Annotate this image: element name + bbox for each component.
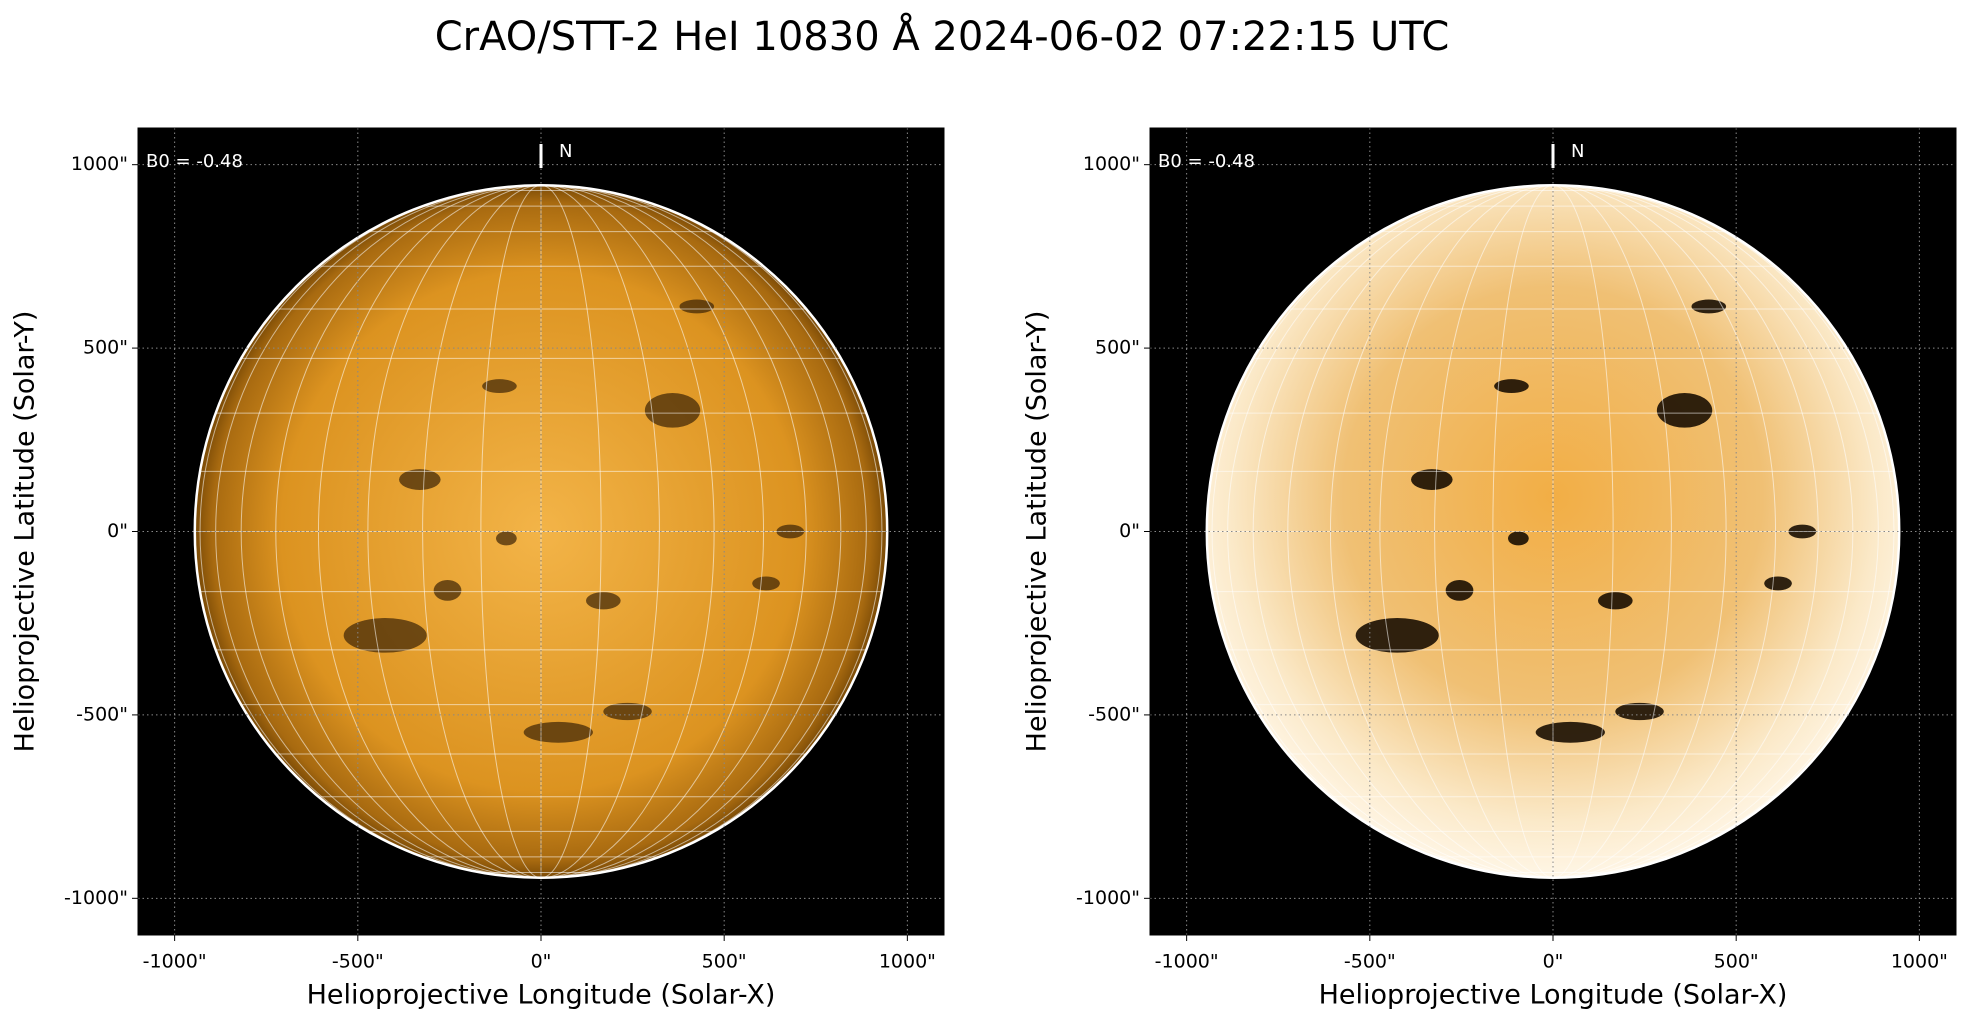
filament [1615,702,1664,721]
y-tick-label: 1000" [1083,153,1140,175]
filament [523,721,593,743]
longitude-line [1552,185,1614,878]
longitude-line [540,185,764,878]
y-tick-label: -1000" [1076,887,1140,909]
filament [1355,618,1439,653]
y-tick-label: 0" [107,520,128,542]
filament [644,393,701,428]
limb [193,184,889,879]
filament [1598,592,1633,610]
annotation: B0 = -0.48 [146,151,243,172]
longitude-line [540,185,602,878]
longitude-line [540,185,867,878]
north-label: N [1571,141,1584,162]
filament [1445,579,1474,601]
y-tick-label: -500" [1088,703,1140,725]
filament [603,702,652,721]
y-tick-label: -1000" [64,887,128,909]
x-tick-label: 0" [1543,951,1564,973]
y-tick-label: 500" [83,337,128,359]
x-tick-label: -500" [332,951,384,973]
longitude-line [540,185,660,878]
x-axis-label: Helioprojective Longitude (Solar-X) [1319,980,1788,1011]
x-tick-label: -1000" [143,951,207,973]
longitude-line [1552,185,1776,878]
figure-title: CrAO/STT-2 HeI 10830 Å 2024-06-02 07:22:… [435,12,1450,60]
north-label: N [559,141,572,162]
filament [1656,393,1713,428]
x-tick-label: 0" [531,951,552,973]
x-tick-label: 500" [1714,951,1759,973]
y-tick-label: 500" [1095,337,1140,359]
filament [1691,299,1727,314]
longitude-line [1552,185,1672,878]
y-tick-label: 0" [1119,520,1140,542]
longitude-line [1552,185,1819,878]
filament [1507,531,1529,546]
x-axis-label: Helioprojective Longitude (Solar-X) [307,980,776,1011]
limb [1205,184,1901,879]
axes-frame [137,127,945,936]
y-tick-label: -500" [76,703,128,725]
filament [679,299,715,314]
filament [586,592,621,610]
axes-frame [1149,127,1957,936]
annotation: B0 = -0.48 [1158,151,1255,172]
filament [752,576,780,591]
filament [1535,721,1605,743]
filament [1411,469,1453,490]
x-tick-label: 500" [702,951,747,973]
filament [433,579,462,601]
longitude-line [1552,185,1879,878]
filament [482,379,517,394]
y-tick-label: 1000" [71,153,128,175]
x-tick-label: -1000" [1155,951,1219,973]
x-tick-label: 1000" [879,951,936,973]
y-axis-label: Helioprojective Latitude (Solar-Y) [1022,311,1053,753]
filament [1494,379,1529,394]
filament [1764,576,1792,591]
x-tick-label: 1000" [1891,951,1948,973]
filament [343,618,427,653]
filament [495,531,517,546]
filament [399,469,441,490]
y-axis-label: Helioprojective Latitude (Solar-Y) [10,311,41,753]
x-tick-label: -500" [1344,951,1396,973]
longitude-line [540,185,807,878]
